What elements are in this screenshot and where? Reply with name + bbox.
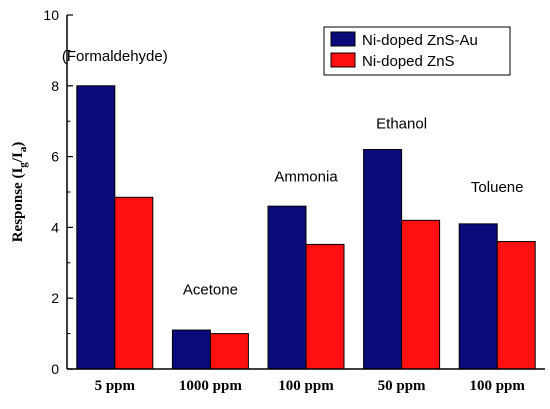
bar-au-3 <box>363 149 403 370</box>
annotation-3: Ethanol <box>376 115 427 132</box>
y-axis-label-sub2: a <box>17 146 29 152</box>
annotation-4: Toluene <box>471 179 524 196</box>
bar-zns-1 <box>209 333 249 370</box>
legend-label-0: Ni-doped ZnS-Au <box>362 32 478 49</box>
bar-au-0 <box>76 85 116 370</box>
axes-layer: 0 2 4 6 8 10 5 ppm 1000 ppm 100 ppm 50 ppm 100 ppm… <box>10 7 545 394</box>
y-tick-label-4: 8 <box>51 78 59 94</box>
y-axis-label-main: Response (I <box>10 168 26 243</box>
y-tick-label-3: 6 <box>51 149 59 165</box>
labels-layer: (Formaldehyde) Acetone Ammonia Ethanol Tolue… <box>62 48 524 299</box>
x-tick-label-4: 100 ppm <box>469 378 525 394</box>
bar-zns-2 <box>305 243 345 370</box>
y-tick-label-5: 10 <box>43 7 59 23</box>
y-axis-label-end: ) <box>10 142 26 147</box>
y-axis-label-sub1: g <box>17 162 29 168</box>
annotation-2: Ammonia <box>274 168 338 185</box>
bar-au-2 <box>267 205 307 370</box>
y-tick-label-0: 0 <box>51 361 59 377</box>
annotation-1: Acetone <box>183 282 238 299</box>
legend: Ni-doped ZnS-Au Ni-doped ZnS <box>323 26 511 76</box>
bars-layer <box>76 85 536 370</box>
bar-au-1 <box>171 329 211 370</box>
bar-zns-4 <box>496 241 536 370</box>
x-tick-label-0: 5 ppm <box>95 378 136 394</box>
bar-zns-3 <box>401 219 441 370</box>
legend-label-1: Ni-doped ZnS <box>362 53 455 70</box>
y-tick-label-2: 4 <box>51 219 59 235</box>
annotation-0: (Formaldehyde) <box>62 48 168 65</box>
legend-swatch-1 <box>330 52 356 68</box>
bar-au-4 <box>458 223 498 370</box>
x-tick-label-2: 100 ppm <box>278 378 334 394</box>
y-axis-label-mid: /I <box>10 152 26 163</box>
y-tick-label-1: 2 <box>51 290 59 306</box>
x-tick-label-1: 1000 ppm <box>179 378 242 394</box>
legend-swatch-0 <box>330 31 356 47</box>
bar-zns-0 <box>114 196 154 370</box>
x-tick-label-3: 50 ppm <box>378 378 426 394</box>
y-axis-label: Response (Ig/Ia) <box>10 142 29 243</box>
